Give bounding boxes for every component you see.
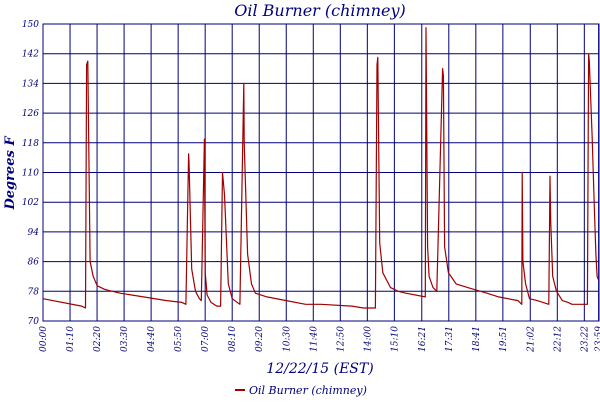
y-tick-label: 134	[22, 79, 39, 89]
y-axis-title: Degrees F	[3, 136, 18, 211]
series-layer	[42, 27, 600, 309]
series-line-0	[42, 27, 600, 309]
x-tick-label: 22:12	[553, 326, 563, 353]
chart-title: Oil Burner (chimney)	[234, 1, 406, 20]
y-tick-label: 94	[28, 228, 40, 238]
x-tick-label: 11:40	[309, 326, 319, 352]
y-tick-label: 150	[22, 20, 39, 30]
y-tick-label: 70	[28, 317, 40, 327]
plot-frame	[42, 23, 600, 322]
x-tick-label: 12:50	[336, 326, 346, 352]
x-tick-label: 10:30	[282, 326, 292, 352]
x-axis-title: 12/22/15 (EST)	[266, 361, 373, 377]
y-tick-label: 118	[22, 139, 39, 149]
x-tick-label: 03:30	[120, 326, 130, 352]
y-tick-label: 86	[28, 258, 40, 268]
x-tick-label: 07:00	[201, 326, 211, 352]
x-tick-label: 02:20	[93, 326, 103, 352]
y-tick-label: 78	[28, 287, 40, 297]
x-tick-label: 21:02	[526, 326, 536, 353]
tick-labels: 70 78 86 94 102 110 118 126 134 142 150 00:00 01:10 0…	[22, 20, 600, 353]
x-tick-label: 23:59	[595, 326, 600, 353]
x-tick-label: 23:22	[580, 326, 590, 353]
legend: Oil Burner (chimney)	[235, 384, 367, 397]
x-tick-label: 08:10	[228, 326, 238, 352]
x-tick-label: 01:10	[66, 326, 76, 352]
x-tick-label: 16:21	[418, 326, 428, 352]
y-tick-label: 102	[22, 198, 39, 208]
x-tick-label: 19:51	[499, 326, 509, 352]
y-tick-label: 110	[22, 169, 39, 179]
y-tick-label: 126	[22, 109, 39, 119]
x-tick-label: 18:41	[472, 326, 482, 352]
y-tick-label: 142	[22, 50, 39, 60]
x-tick-label: 14:00	[363, 326, 373, 352]
x-tick-label: 00:00	[39, 326, 49, 352]
x-tick-label: 09:20	[255, 326, 265, 352]
x-tick-label: 15:10	[390, 326, 400, 352]
x-tick-label: 17:31	[445, 326, 455, 352]
x-tick-label: 05:50	[174, 326, 184, 352]
x-tick-label: 04:40	[147, 326, 157, 352]
legend-label: Oil Burner (chimney)	[249, 384, 367, 397]
